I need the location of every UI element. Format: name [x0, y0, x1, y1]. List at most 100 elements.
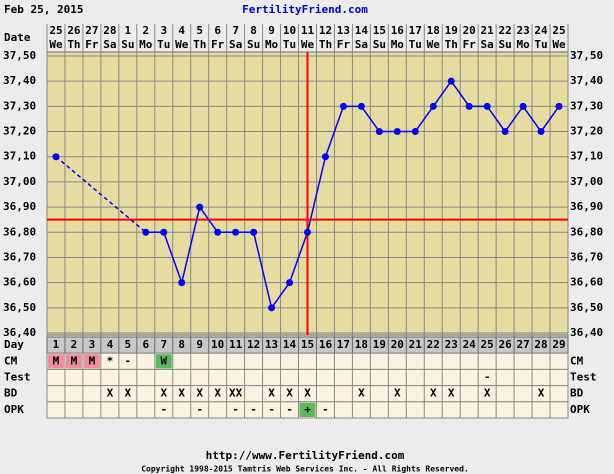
day-number: 6 — [142, 338, 149, 351]
y-tick-label: 36,40 — [3, 326, 36, 339]
cell-highlight — [83, 354, 100, 369]
day-number: 20 — [391, 338, 404, 351]
date-label: 17 — [409, 24, 422, 37]
row-label-right: BD — [570, 387, 584, 400]
y-tick-label-right: 37,40 — [570, 74, 603, 87]
temperature-point — [357, 102, 365, 110]
day-number: 3 — [89, 338, 96, 351]
weekday-label: Fr — [211, 38, 225, 51]
row-label: CM — [4, 354, 18, 367]
date-label: 27 — [85, 24, 98, 37]
y-tick-label: 37,10 — [3, 150, 36, 163]
temperature-point — [375, 128, 383, 136]
cell-value: X — [178, 387, 185, 400]
cell-value: - — [196, 403, 203, 416]
row-label: Test — [4, 371, 31, 384]
cell-value: * — [107, 354, 114, 367]
day-number: 5 — [125, 338, 132, 351]
weekday-label: Su — [121, 38, 134, 51]
date-label: 2 — [142, 24, 149, 37]
cell-value: X — [268, 387, 275, 400]
date-label: 7 — [232, 24, 239, 37]
weekday-label: We — [427, 38, 441, 51]
weekday-label: We — [49, 38, 63, 51]
cell-value: + — [304, 403, 311, 416]
date-label: 18 — [427, 24, 440, 37]
date-label: 11 — [301, 24, 315, 37]
y-tick-label: 37,50 — [3, 49, 36, 62]
cell-value: X — [394, 387, 401, 400]
temperature-point — [286, 279, 294, 287]
temperature-line — [145, 79, 560, 310]
weekday-label: Th — [193, 38, 206, 51]
day-number: 18 — [355, 338, 368, 351]
weekday-label: Su — [373, 38, 386, 51]
date-label: 8 — [250, 24, 257, 37]
cell-value: W — [160, 354, 167, 367]
day-number: 21 — [409, 338, 423, 351]
weekday-label: Fr — [85, 38, 99, 51]
day-number: 9 — [196, 338, 203, 351]
temperature-point — [250, 228, 258, 236]
date-label: 15 — [373, 24, 386, 37]
weekday-label: Sa — [355, 38, 368, 51]
temperature-point — [160, 228, 168, 236]
date-label: 5 — [196, 24, 203, 37]
cell-value: - — [268, 403, 275, 416]
date-label: 24 — [534, 24, 548, 37]
cell-highlight — [65, 354, 82, 369]
temperature-point — [268, 304, 276, 312]
date-label: 28 — [103, 24, 116, 37]
y-tick-label: 37,00 — [3, 175, 36, 188]
temperature-point — [393, 128, 401, 136]
date-label: 13 — [337, 24, 350, 37]
cell-value: X — [538, 387, 545, 400]
date-label: 25 — [49, 24, 62, 37]
weekday-label: Mo — [265, 38, 279, 51]
temperature-point — [501, 128, 509, 136]
date-label: 23 — [516, 24, 529, 37]
date-label: 4 — [178, 24, 185, 37]
y-tick-label-right: 37,00 — [570, 175, 603, 188]
header-date: Feb 25, 2015 — [4, 3, 83, 16]
y-tick-label: 36,90 — [3, 200, 36, 213]
weekday-label: Tu — [283, 38, 296, 51]
y-tick-label-right: 36,90 — [570, 200, 603, 213]
date-label: 25 — [552, 24, 565, 37]
day-number: 11 — [229, 338, 243, 351]
day-number: 10 — [211, 338, 224, 351]
y-tick-label-right: 37,30 — [570, 99, 603, 112]
day-number: 27 — [516, 338, 529, 351]
date-label: 14 — [355, 24, 369, 37]
y-tick-label-right: 37,20 — [570, 125, 603, 138]
cell-value: X — [358, 387, 365, 400]
day-number: 26 — [498, 338, 512, 351]
day-number: 16 — [319, 338, 333, 351]
weekday-label: Fr — [463, 38, 477, 51]
y-tick-label: 37,40 — [3, 74, 36, 87]
temperature-point — [321, 153, 329, 161]
temperature-point — [447, 77, 455, 85]
date-label: 21 — [481, 24, 495, 37]
weekday-label: Th — [445, 38, 458, 51]
temperature-point — [178, 279, 186, 287]
cell-value: X — [196, 387, 203, 400]
footer-url: http://www.FertilityFriend.com — [206, 449, 405, 462]
weekday-label: Mo — [516, 38, 530, 51]
cell-value: X — [304, 387, 311, 400]
chart-title: FertilityFriend.com — [242, 3, 368, 16]
day-number: 29 — [552, 338, 565, 351]
cell-value: - — [125, 354, 132, 367]
day-number: 24 — [463, 338, 477, 351]
cell-value: M — [53, 354, 60, 367]
cell-value: - — [322, 403, 329, 416]
temperature-point — [555, 102, 563, 110]
cell-value: X — [214, 387, 221, 400]
y-tick-label: 36,80 — [3, 225, 36, 238]
weekday-label: Su — [498, 38, 511, 51]
row-label-right: OPK — [570, 403, 590, 416]
date-label: 16 — [391, 24, 405, 37]
cell-value: M — [89, 354, 96, 367]
cell-value: X — [160, 387, 167, 400]
